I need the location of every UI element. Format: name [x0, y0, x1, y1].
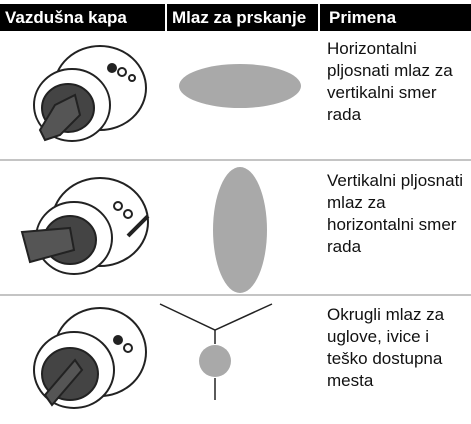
usage-line: uglove, ivice i — [327, 327, 430, 346]
usage-line: rada — [327, 237, 362, 256]
usage-line: mesta — [327, 371, 374, 390]
spray-flat-horizontal — [179, 64, 301, 108]
spray-round — [199, 345, 231, 377]
nozzle-3 — [33, 307, 147, 409]
header-cell: Vazdušna kapa — [0, 4, 165, 31]
usage-text: Horizontalni pljosnati mlaz za vertikalni … — [327, 38, 453, 126]
spray-round-guides — [159, 303, 273, 400]
usage-line: Horizontalni — [327, 39, 417, 58]
header-cell: Mlaz za prskanje — [165, 4, 318, 31]
nozzle-2 — [20, 177, 150, 275]
usage-line: teško dostupna — [327, 349, 443, 368]
usage-text: Okrugli mlaz za uglove, ivice i teško dost… — [327, 304, 444, 392]
usage-line: mlaz za — [327, 193, 386, 212]
usage-line: vertikalni smer — [327, 83, 437, 102]
header-cell: Primena — [318, 4, 471, 31]
usage-line: rada — [327, 105, 362, 124]
usage-line: horizontalni smer — [327, 215, 457, 234]
usage-line: Okrugli mlaz za — [327, 305, 445, 324]
usage-line: pljosnati mlaz za — [327, 61, 453, 80]
nozzle-1 — [33, 45, 147, 142]
usage-text: Vertikalni pljosnati mlaz za horizontalni … — [327, 170, 463, 258]
spray-flat-vertical — [213, 167, 267, 293]
usage-line: Vertikalni pljosnati — [327, 171, 464, 190]
